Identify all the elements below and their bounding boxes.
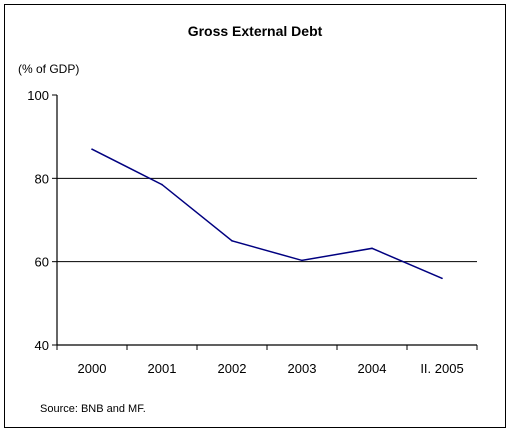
data-point <box>371 247 373 250</box>
source-note: Source: BNB and MF. <box>40 403 146 415</box>
series-line <box>91 148 443 280</box>
data-point <box>301 259 303 262</box>
y-tick-label: 40 <box>35 338 49 353</box>
data-point <box>231 240 233 242</box>
data-point <box>441 277 443 280</box>
x-tick-label: 2003 <box>288 361 317 376</box>
x-tick-label: 2002 <box>218 361 247 376</box>
y-tick-label: 80 <box>35 171 49 186</box>
x-tick-label: 2001 <box>148 361 177 376</box>
data-point <box>161 183 163 186</box>
chart-frame <box>4 4 506 428</box>
x-tick-label: II. 2005 <box>420 361 463 376</box>
data-point <box>91 148 93 150</box>
plot-area: 40 60 80 100 2000 2001 2002 2003 2004 II. 2005 <box>27 88 478 376</box>
chart-title: Gross External Debt <box>188 23 323 39</box>
y-tick-label: 60 <box>35 255 49 270</box>
x-tick-label: 2004 <box>358 361 387 376</box>
y-tick-label: 100 <box>27 88 49 103</box>
y-axis-label: (% of GDP) <box>18 62 79 76</box>
x-tick-label: 2000 <box>78 361 107 376</box>
